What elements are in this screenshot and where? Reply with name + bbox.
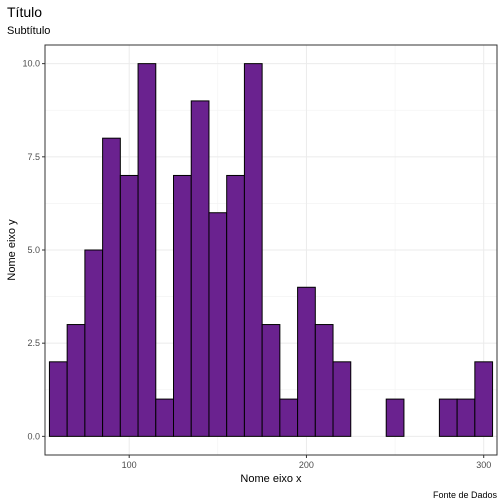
x-tick-label: 200	[299, 460, 314, 470]
histogram-bar	[456, 398, 476, 437]
histogram-bar	[438, 398, 458, 437]
histogram-bar	[385, 398, 405, 437]
histogram-bar	[190, 100, 210, 437]
histogram-bar	[279, 398, 299, 437]
y-axis-title: Nome eixo y	[6, 219, 18, 281]
histogram-bar	[332, 361, 352, 437]
y-tick-label: 2.5	[27, 338, 40, 348]
histogram-bar	[208, 212, 228, 437]
histogram-bar	[261, 324, 281, 437]
x-tick-label: 100	[122, 460, 137, 470]
y-tick-label: 10.0	[22, 59, 40, 69]
bars	[48, 63, 494, 437]
histogram-bar	[226, 174, 245, 437]
histogram-bar	[102, 137, 121, 437]
chart-title: Título	[7, 4, 42, 20]
histogram-bar	[474, 361, 494, 437]
histogram-bar	[314, 324, 334, 437]
histogram-bar	[155, 398, 175, 437]
chart-caption: Fonte de Dados	[433, 490, 498, 500]
axis-ticks: 100 200 300 0.0 2.5 5.0 7.5 10.0	[22, 59, 491, 470]
histogram-bar	[243, 63, 263, 437]
histogram-bar	[119, 174, 139, 437]
histogram-bar	[297, 286, 316, 437]
histogram-bar	[84, 249, 104, 437]
histogram-bar	[137, 63, 157, 437]
x-tick-label: 300	[476, 460, 491, 470]
histogram-bar	[66, 324, 86, 437]
y-tick-label: 0.0	[27, 431, 40, 441]
histogram-bar	[48, 361, 68, 437]
y-tick-label: 5.0	[27, 245, 40, 255]
x-axis-title: Nome eixo x	[240, 473, 302, 485]
histogram-bar	[173, 174, 192, 437]
chart-subtitle: Subtítulo	[7, 25, 50, 37]
y-tick-label: 7.5	[27, 152, 40, 162]
